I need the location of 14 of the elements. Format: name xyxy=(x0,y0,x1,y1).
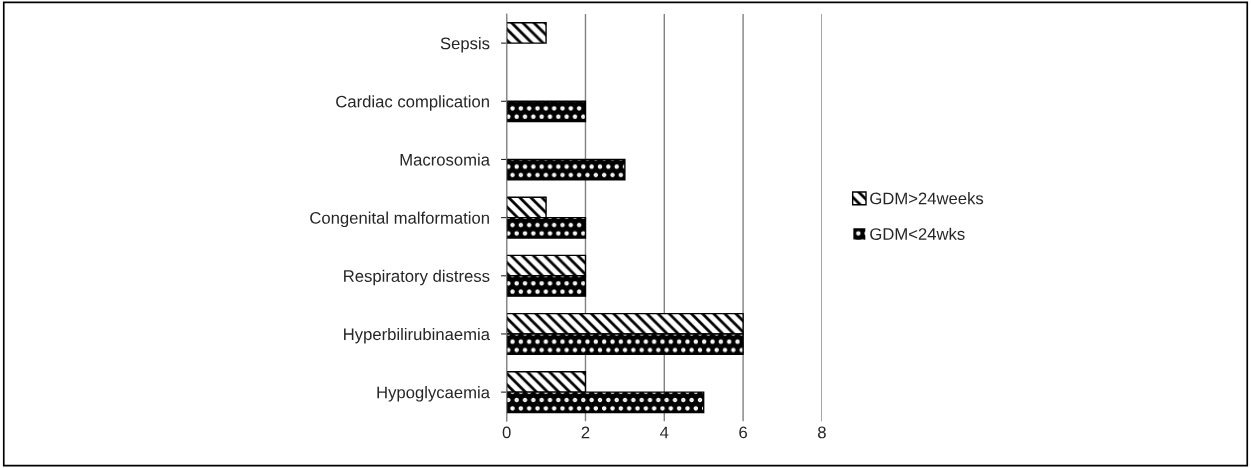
x-tick-label: 0 xyxy=(502,426,511,439)
y-tick-label: Sepsis xyxy=(440,37,490,53)
y-tick-label: Respiratory distress xyxy=(344,269,490,286)
y-tick-label: Cardiac complication xyxy=(336,95,489,111)
x-tick-label: 2 xyxy=(581,426,590,439)
y-tick-label: Hypoglycaemia xyxy=(377,386,490,402)
y-tick-label: Macrosomia xyxy=(400,153,490,166)
x-tick-label: 4 xyxy=(660,426,669,439)
legend-label: GDM<24wks xyxy=(870,227,965,240)
x-tick-label: 8 xyxy=(818,426,826,439)
legend-label: GDM>24weeks xyxy=(870,192,984,205)
y-tick-label: Hyperbilirubinaemia xyxy=(344,327,490,344)
x-tick-label: 6 xyxy=(739,426,747,439)
y-tick-label: Congenital malformation xyxy=(310,211,489,228)
